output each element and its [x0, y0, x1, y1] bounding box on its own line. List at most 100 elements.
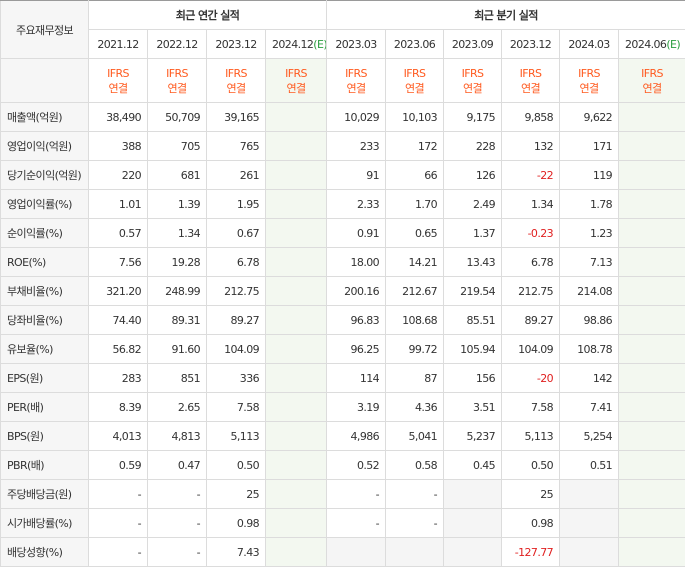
quarter-value-cell: [560, 538, 619, 567]
annual-value-cell: 261: [207, 161, 266, 190]
quarter-period-header: 2024.03: [560, 30, 619, 59]
quarter-value-cell: 0.45: [444, 451, 502, 480]
annual-value-cell: [266, 161, 327, 190]
annual-value-cell: 336: [207, 364, 266, 393]
annual-value-cell: 1.01: [89, 190, 148, 219]
annual-value-cell: [266, 393, 327, 422]
quarter-value-cell: 10,029: [327, 103, 386, 132]
quarter-value-cell: [619, 248, 685, 277]
annual-value-cell: 56.82: [89, 335, 148, 364]
quarter-value-cell: 5,041: [386, 422, 444, 451]
quarter-period-header: 2024.06(E): [619, 30, 685, 59]
quarter-value-cell: 108.68: [386, 306, 444, 335]
annual-value-cell: [266, 364, 327, 393]
quarter-period-header: 2023.12: [502, 30, 560, 59]
quarter-value-cell: [327, 538, 386, 567]
annual-value-cell: 6.78: [207, 248, 266, 277]
annual-value-cell: 89.27: [207, 306, 266, 335]
row-label: PBR(배): [1, 451, 89, 480]
annual-value-cell: 0.50: [207, 451, 266, 480]
quarter-value-cell: [619, 480, 685, 509]
quarter-value-cell: 0.65: [386, 219, 444, 248]
quarter-value-cell: 228: [444, 132, 502, 161]
annual-value-cell: 283: [89, 364, 148, 393]
quarter-value-cell: 1.70: [386, 190, 444, 219]
quarter-value-cell: 1.34: [502, 190, 560, 219]
quarter-value-cell: [444, 538, 502, 567]
annual-value-cell: 7.58: [207, 393, 266, 422]
quarter-value-cell: 25: [502, 480, 560, 509]
quarter-value-cell: 2.49: [444, 190, 502, 219]
quarter-period-header: 2023.06: [386, 30, 444, 59]
annual-value-cell: 39,165: [207, 103, 266, 132]
quarter-value-cell: 5,254: [560, 422, 619, 451]
quarter-value-cell: [386, 538, 444, 567]
quarter-value-cell: [619, 335, 685, 364]
annual-value-cell: [266, 248, 327, 277]
quarter-value-cell: 212.75: [502, 277, 560, 306]
quarter-value-cell: 96.83: [327, 306, 386, 335]
quarter-value-cell: [619, 161, 685, 190]
quarter-value-cell: -0.23: [502, 219, 560, 248]
quarter-value-cell: -: [386, 509, 444, 538]
quarter-value-cell: 219.54: [444, 277, 502, 306]
annual-value-cell: [266, 538, 327, 567]
quarter-value-cell: 87: [386, 364, 444, 393]
quarter-value-cell: [619, 190, 685, 219]
quarter-value-cell: -: [386, 480, 444, 509]
quarter-value-cell: [560, 509, 619, 538]
quarter-value-cell: 5,237: [444, 422, 502, 451]
quarter-value-cell: 132: [502, 132, 560, 161]
quarter-value-cell: [560, 480, 619, 509]
quarter-value-cell: 98.86: [560, 306, 619, 335]
quarter-value-cell: 156: [444, 364, 502, 393]
quarter-value-cell: 142: [560, 364, 619, 393]
annual-value-cell: 0.47: [148, 451, 207, 480]
annual-period-header: 2022.12: [148, 30, 207, 59]
annual-value-cell: 7.56: [89, 248, 148, 277]
quarter-period-header: 2023.03: [327, 30, 386, 59]
quarter-value-cell: 7.41: [560, 393, 619, 422]
annual-value-cell: 5,113: [207, 422, 266, 451]
quarter-period-header: 2023.09: [444, 30, 502, 59]
quarter-value-cell: 1.23: [560, 219, 619, 248]
quarter-value-cell: 200.16: [327, 277, 386, 306]
annual-value-cell: 8.39: [89, 393, 148, 422]
ifrs-row-label: [1, 59, 89, 103]
quarter-value-cell: 7.58: [502, 393, 560, 422]
annual-value-cell: [266, 190, 327, 219]
row-label: 매출액(억원): [1, 103, 89, 132]
quarter-value-cell: 172: [386, 132, 444, 161]
quarter-value-cell: 0.91: [327, 219, 386, 248]
quarter-value-cell: 13.43: [444, 248, 502, 277]
quarter-value-cell: 18.00: [327, 248, 386, 277]
quarter-value-cell: 10,103: [386, 103, 444, 132]
annual-value-cell: [266, 277, 327, 306]
quarter-value-cell: 14.21: [386, 248, 444, 277]
quarter-value-cell: [619, 393, 685, 422]
table-row: 시가배당률(%)--0.98--0.98: [1, 509, 685, 538]
quarter-value-cell: 85.51: [444, 306, 502, 335]
row-label: 시가배당률(%): [1, 509, 89, 538]
quarter-value-cell: 4.36: [386, 393, 444, 422]
quarter-value-cell: 99.72: [386, 335, 444, 364]
row-label: 순이익률(%): [1, 219, 89, 248]
annual-value-cell: -: [89, 509, 148, 538]
row-label: BPS(원): [1, 422, 89, 451]
quarter-value-cell: 105.94: [444, 335, 502, 364]
annual-value-cell: 19.28: [148, 248, 207, 277]
annual-value-cell: 1.34: [148, 219, 207, 248]
quarter-value-cell: 7.13: [560, 248, 619, 277]
annual-value-cell: [266, 219, 327, 248]
quarter-value-cell: 212.67: [386, 277, 444, 306]
